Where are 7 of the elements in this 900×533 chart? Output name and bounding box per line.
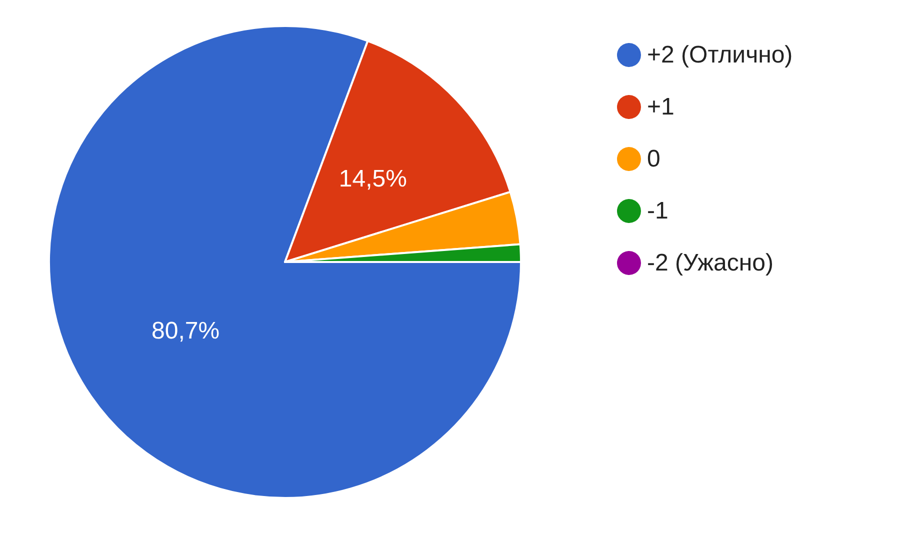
- data-label: 14,5%: [338, 165, 407, 192]
- legend-label: 0: [647, 146, 660, 172]
- legend-label: +2 (Отлично): [647, 42, 793, 68]
- data-label: 80,7%: [152, 317, 220, 344]
- legend-label: -1: [647, 198, 668, 224]
- legend-label: -2 (Ужасно): [647, 250, 774, 276]
- legend-label: +1: [647, 94, 674, 120]
